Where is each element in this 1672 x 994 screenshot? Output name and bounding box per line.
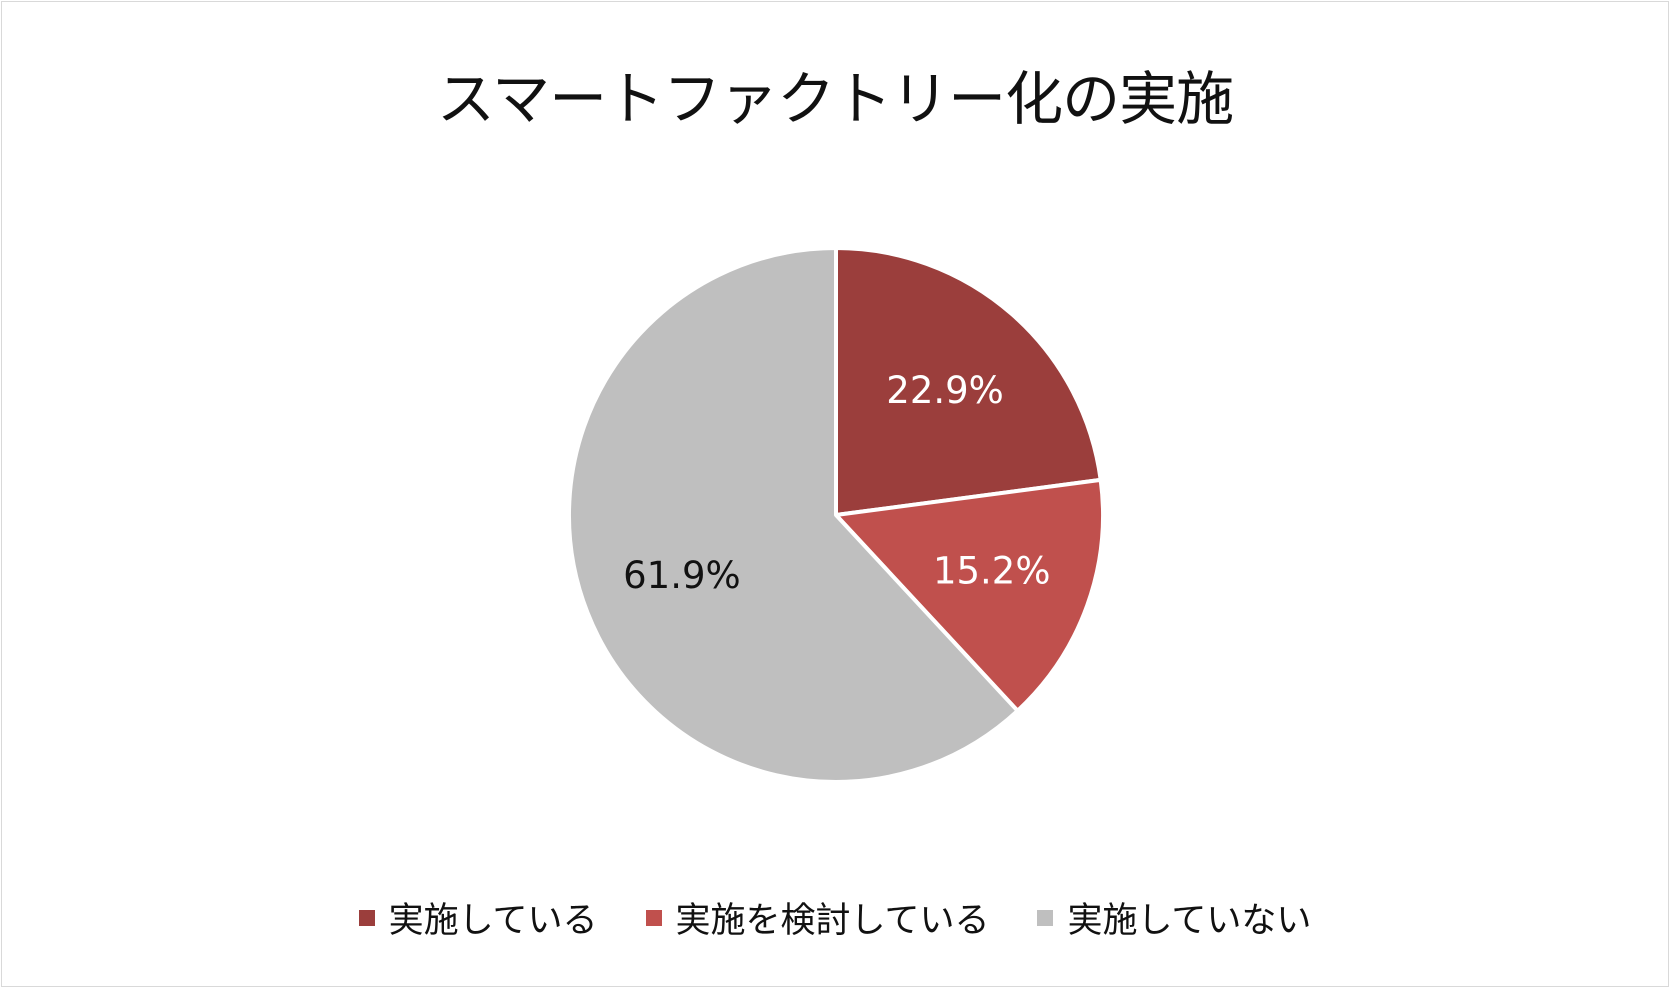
legend-swatch-considering <box>645 909 662 926</box>
pie-slice-implemented <box>834 246 1103 517</box>
legend-label-implemented: 実施している <box>388 901 598 941</box>
legend-item-implemented: 実施している <box>358 892 598 943</box>
legend-swatch-implemented <box>358 909 375 926</box>
pie-slice-considering <box>834 477 1105 713</box>
pie-slice-not-implemented <box>567 246 1020 784</box>
chart-title: スマートファクトリー化の実施 <box>436 65 1234 133</box>
legend-label-not-implemented: 実施していない <box>1067 901 1312 941</box>
data-label-implemented: 22.9% <box>886 369 1004 412</box>
data-label-not-implemented: 61.9% <box>623 554 741 597</box>
legend-label-considering: 実施を検討している <box>675 901 990 941</box>
legend: 実施している 実施を検討している 実施していない <box>0 892 1670 943</box>
data-label-considering: 15.2% <box>933 550 1051 593</box>
legend-item-not-implemented: 実施していない <box>1037 892 1311 943</box>
legend-item-considering: 実施を検討している <box>645 892 990 943</box>
legend-swatch-not-implemented <box>1037 909 1054 926</box>
